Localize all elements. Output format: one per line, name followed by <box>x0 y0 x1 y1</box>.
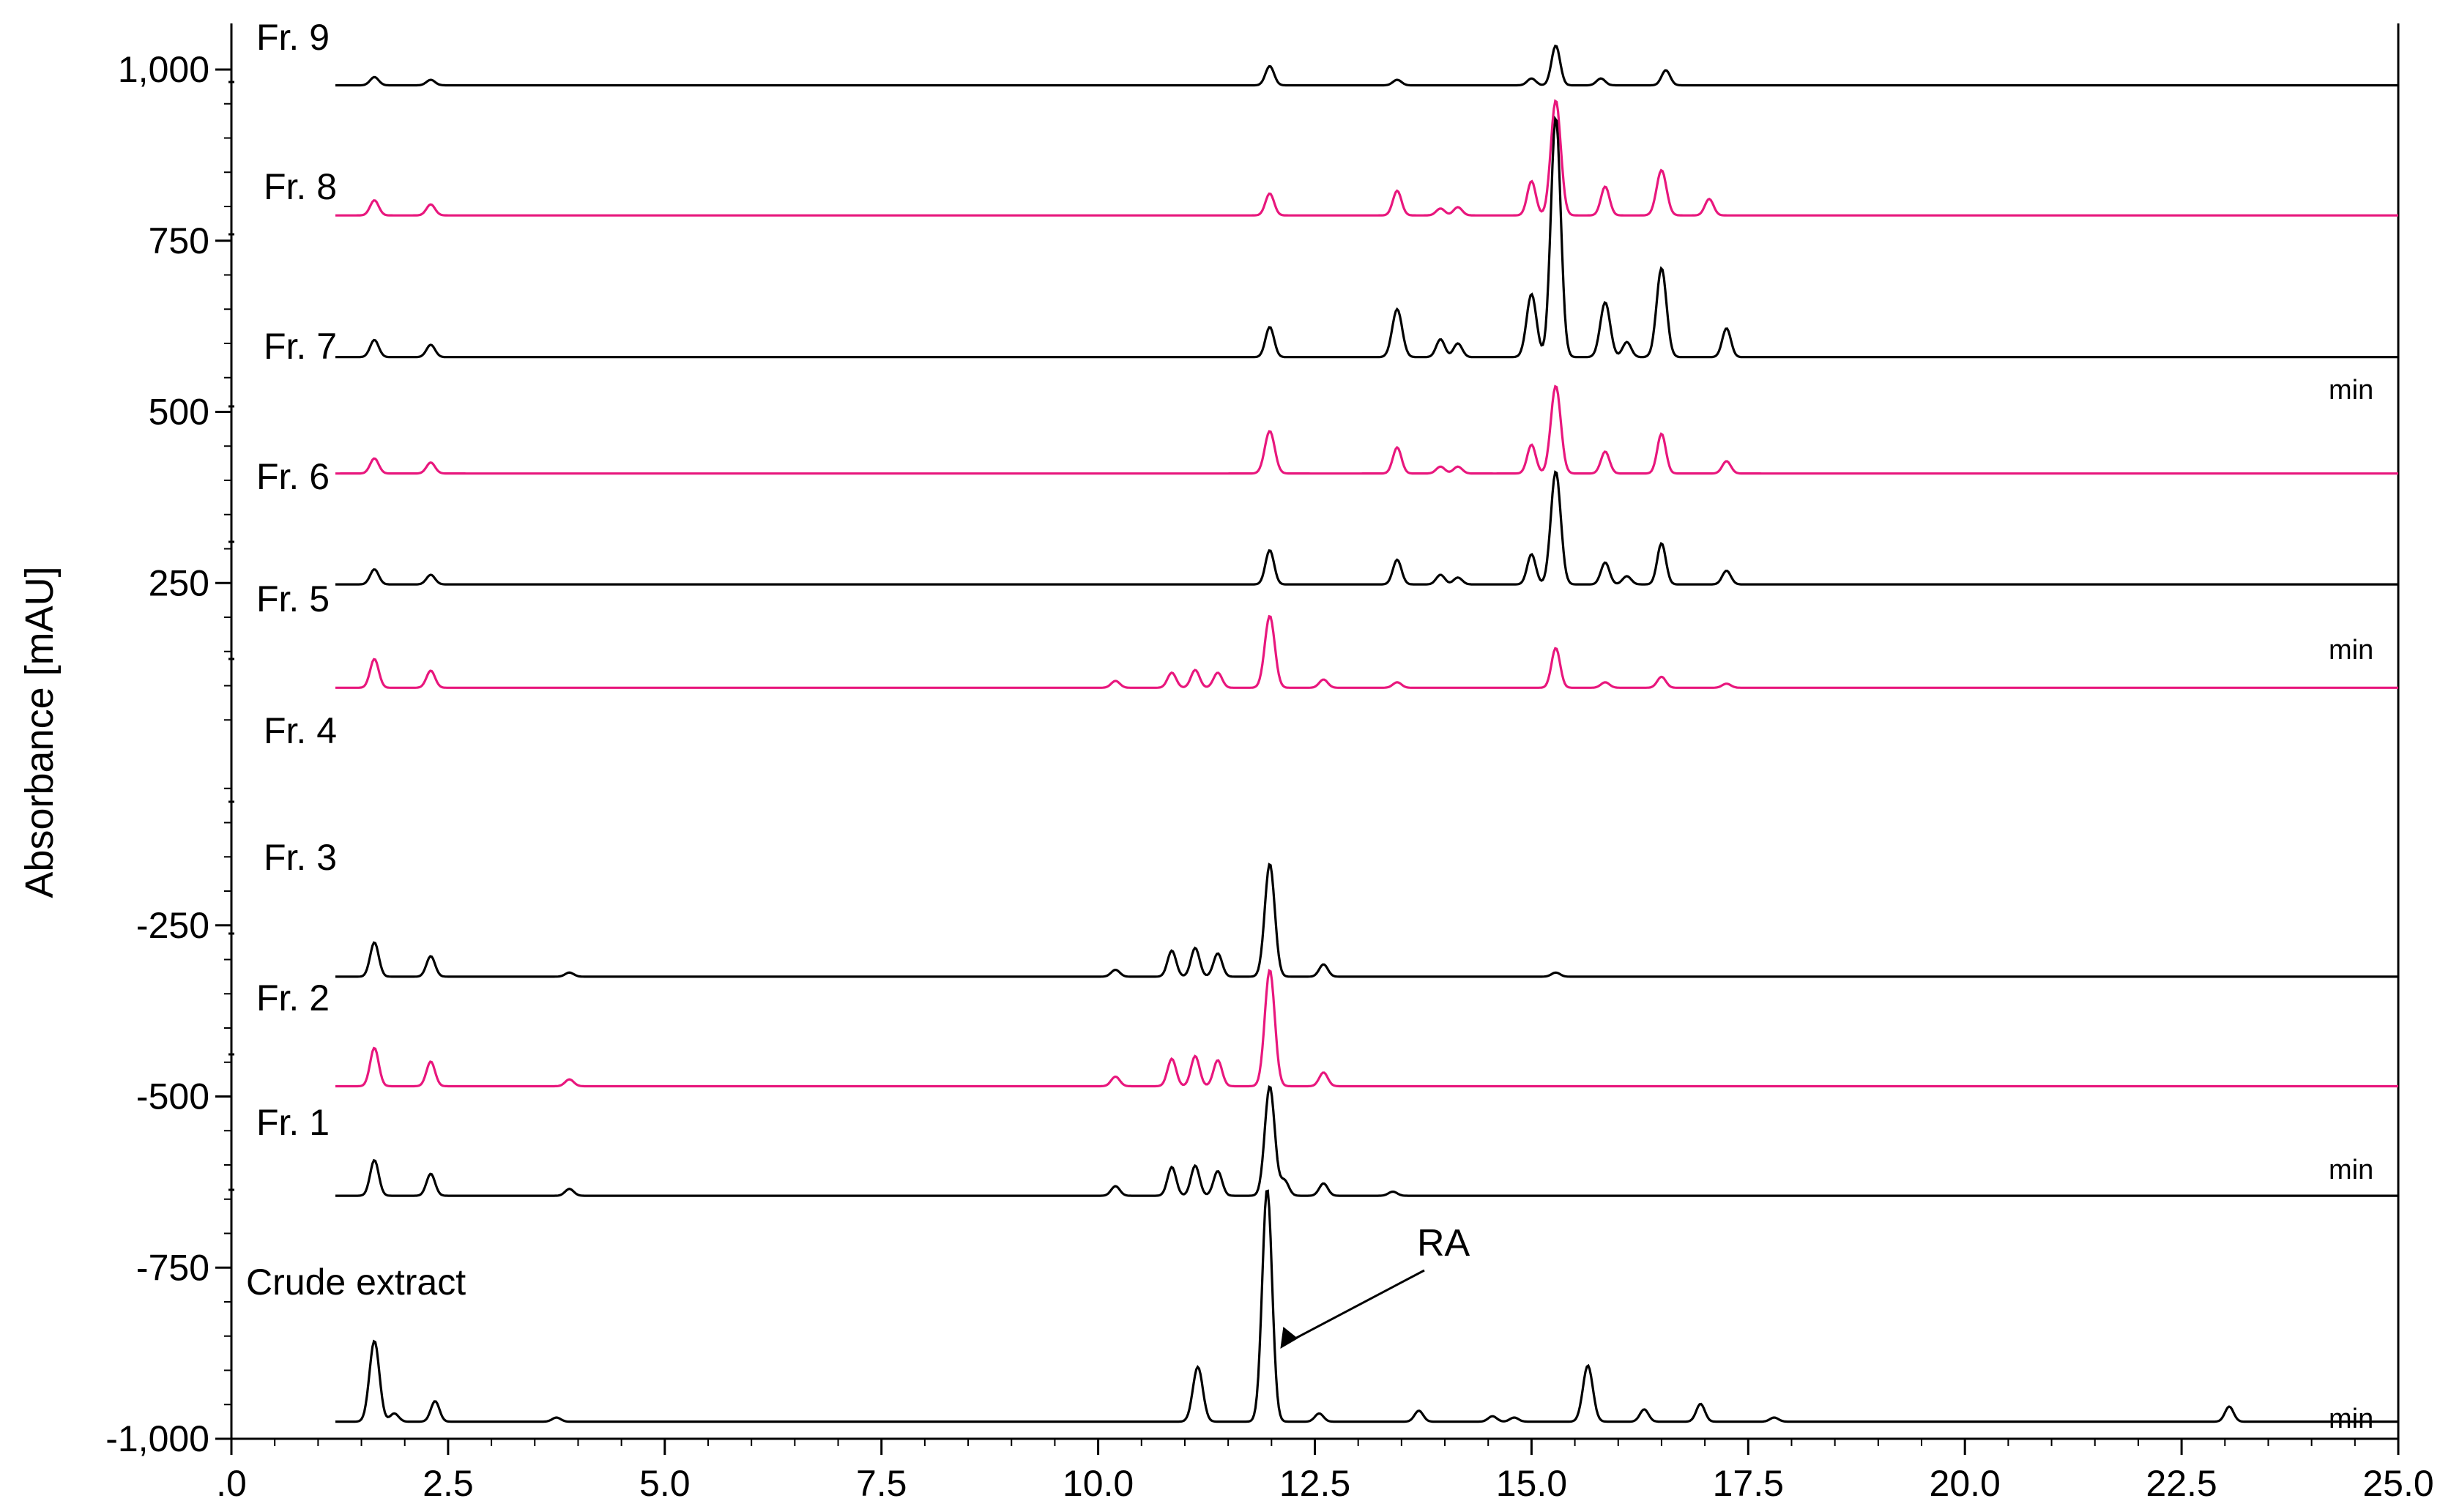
x-tick-label: .0 <box>216 1463 247 1504</box>
x-tick-label: 10.0 <box>1063 1463 1134 1504</box>
trace-labels: Fr. 9 Fr. 8 Fr. 7 min Fr. 6 Fr. 5 min Fr. 4 Fr. … <box>246 17 2373 1434</box>
trace-label-6: Fr. 3 <box>264 837 337 878</box>
trace-label-3: Fr. 6 <box>256 456 330 497</box>
trace-label-4: Fr. 5 <box>256 578 330 619</box>
trace-line-2 <box>335 115 2398 359</box>
annotation-arrow-head <box>1280 1327 1298 1349</box>
x-unit-label: min <box>2329 1404 2373 1434</box>
axes: 1,000 750 500 250 -250 -500 -750 -1,000.0 2.5 5.0… <box>105 23 2434 1504</box>
annotation-ra-label: RA <box>1417 1222 1470 1265</box>
x-tick-label: 5.0 <box>639 1463 691 1504</box>
trace-line-0 <box>335 44 2398 87</box>
trace-label-7: Fr. 2 <box>256 977 330 1018</box>
trace-label-9: Crude extract <box>246 1262 466 1303</box>
x-tick-label: 2.5 <box>423 1463 474 1504</box>
annotation-arrow-line <box>1284 1269 1425 1345</box>
trace-label-2: Fr. 7 <box>264 326 337 367</box>
x-unit-label: min <box>2329 375 2373 406</box>
y-tick-label: 750 <box>149 220 209 261</box>
y-axis-label: Absorbance [mAU] <box>18 566 62 898</box>
trace-label-5: Fr. 4 <box>264 710 337 751</box>
trace-line-3 <box>335 384 2398 475</box>
traces <box>335 44 2398 1423</box>
trace-line-6 <box>335 863 2398 978</box>
x-tick-label: 12.5 <box>1279 1463 1350 1504</box>
x-unit-label: min <box>2329 635 2373 666</box>
x-unit-label: min <box>2329 1155 2373 1185</box>
trace-label-0: Fr. 9 <box>256 17 330 58</box>
trace-line-1 <box>335 99 2398 217</box>
x-tick-label: 17.5 <box>1713 1463 1784 1504</box>
x-tick-label: 25.0 <box>2362 1463 2433 1504</box>
x-tick-label: 20.0 <box>1930 1463 2001 1504</box>
y-tick-label: 500 <box>149 392 209 433</box>
trace-label-8: Fr. 1 <box>256 1102 330 1143</box>
trace-label-1: Fr. 8 <box>264 166 337 207</box>
trace-line-7 <box>335 969 2398 1088</box>
trace-line-8 <box>335 1084 2398 1197</box>
annotation-layer: RA <box>1280 1222 1470 1349</box>
x-tick-label: 22.5 <box>2146 1463 2217 1504</box>
y-tick-label: -1,000 <box>105 1418 209 1459</box>
y-tick-label: -250 <box>136 905 209 946</box>
trace-line-9 <box>335 1189 2398 1423</box>
y-tick-label: -500 <box>136 1076 209 1117</box>
x-tick-label: 7.5 <box>856 1463 907 1504</box>
x-tick-label: 15.0 <box>1496 1463 1567 1504</box>
y-tick-label: -750 <box>136 1247 209 1288</box>
y-tick-label: 250 <box>149 562 209 603</box>
trace-line-5 <box>335 614 2398 689</box>
y-tick-label: 1,000 <box>118 49 209 90</box>
trace-line-4 <box>335 470 2398 586</box>
